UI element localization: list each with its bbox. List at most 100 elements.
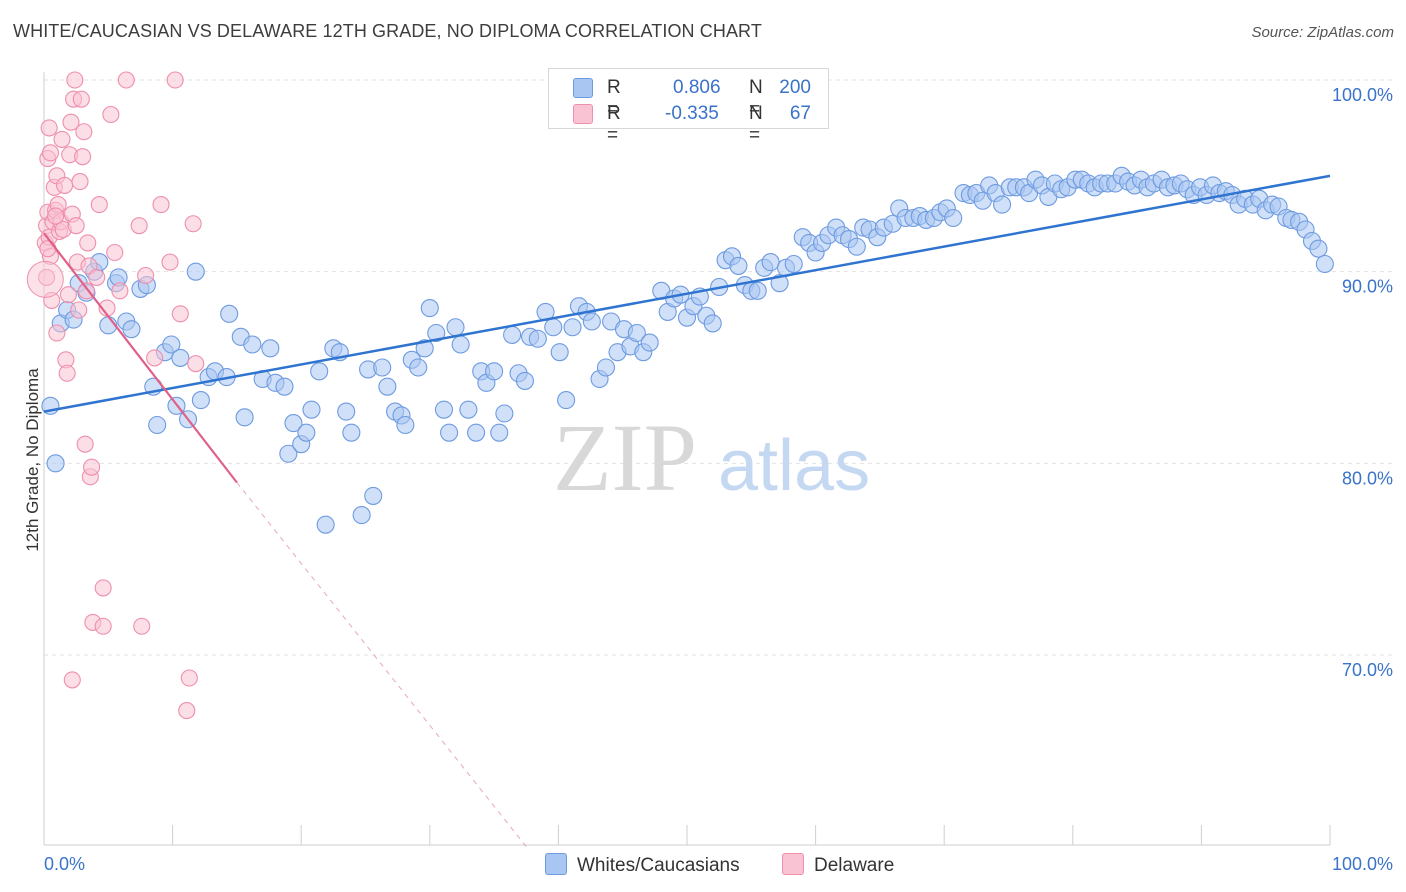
legend-item-whites: Whites/Caucasians [545,853,740,877]
point-whites [186,262,205,281]
legend-label-whites: Whites/Caucasians [577,855,740,876]
legend-n-value: 67 [789,103,811,124]
point-whites [243,335,262,354]
x-tick-label: 100.0% [1332,854,1393,874]
point-whites [297,423,316,442]
legend-n-label: N = [749,77,763,120]
legend-r-label: R = [607,77,621,120]
point-delaware [94,617,112,635]
point-delaware [184,215,202,233]
y-tick-label: 100.0% [1332,85,1393,105]
point-delaware [171,305,189,323]
watermark-atlas: atlas [718,426,870,506]
point-delaware [62,113,80,131]
point-whites [640,333,659,352]
point-whites [748,281,767,300]
point-whites [557,391,576,410]
point-delaware [47,207,65,225]
point-delaware [58,364,76,382]
point-whites [434,400,453,419]
point-delaware [90,196,108,214]
y-axis-label: 12th Grade, No Diploma [23,368,42,552]
point-whites [420,299,439,318]
point-whites [770,274,789,293]
point-whites [148,415,167,435]
tick-labels: 70.0% 80.0% 90.0% 100.0% 0.0% 100.0% [44,85,1393,874]
trend-line-whites [43,174,1331,413]
point-whites [582,312,601,331]
legend-r-label: R = [607,103,621,146]
point-delaware [41,144,59,162]
x-tick-label: 0.0% [44,854,85,874]
point-whites [235,408,254,427]
point-whites [427,323,446,343]
trend-lines [43,174,1331,847]
point-delaware [40,119,58,137]
point-whites [550,343,569,362]
point-whites [261,339,280,358]
point-delaware [117,71,135,89]
chart-title: WHITE/CAUCASIAN VS DELAWARE 12TH GRADE, … [13,21,762,41]
legend-item-delaware: Delaware [782,853,894,877]
point-whites [122,320,141,339]
point-whites [847,237,866,256]
watermark: ZIP atlas [553,404,870,511]
point-whites [495,404,514,423]
point-whites [373,358,392,377]
point-whites [316,515,335,534]
point-whites [761,253,780,272]
point-delaware [146,349,164,367]
point-whites [459,400,478,419]
point-delaware [187,355,205,373]
point-whites [446,318,465,337]
y-tick-label: 80.0% [1342,468,1393,488]
legend-n-label: N = [749,103,763,146]
point-delaware [94,579,112,597]
point-whites [162,335,181,354]
point-whites [284,414,303,433]
point-whites [784,254,803,274]
point-whites [440,423,459,442]
point-whites [563,318,582,337]
point-delaware [70,301,88,319]
point-whites [627,323,646,343]
trend-line-delaware-extension [236,482,527,847]
point-whites [337,402,356,421]
point-delaware [66,71,84,89]
point-delaware [137,266,155,285]
y-tick-label: 90.0% [1342,277,1393,297]
legend-swatch-pink [573,104,593,124]
point-whites [275,377,294,396]
point-delaware [79,234,97,252]
point-delaware [76,435,94,453]
point-delaware [26,260,64,298]
point-whites [729,256,748,275]
point-whites [703,314,722,333]
legend-swatch-pink [782,853,804,875]
point-whites [485,362,504,381]
point-whites [302,400,321,419]
legend-swatch-blue [545,853,567,875]
point-whites [544,318,563,337]
point-whites [279,444,298,463]
point-whites [993,195,1012,214]
point-delaware [72,90,90,108]
point-delaware [83,458,101,476]
point-whites [396,415,415,435]
point-whites [528,329,547,348]
correlation-legend: R = 0.806 N = 200 R = -0.335 N = 67 [548,68,829,146]
point-delaware [152,196,170,214]
point-delaware [75,123,93,141]
point-delaware [111,282,129,300]
point-delaware [133,617,151,635]
legend-label-delaware: Delaware [814,855,895,876]
legend-r-value: -0.335 [665,103,719,124]
point-delaware [180,669,198,687]
point-whites [171,348,190,367]
point-whites [220,304,239,323]
point-whites [490,423,509,442]
point-delaware [178,702,196,720]
point-whites [46,454,65,473]
point-delaware [102,105,120,124]
point-whites [1315,254,1334,274]
